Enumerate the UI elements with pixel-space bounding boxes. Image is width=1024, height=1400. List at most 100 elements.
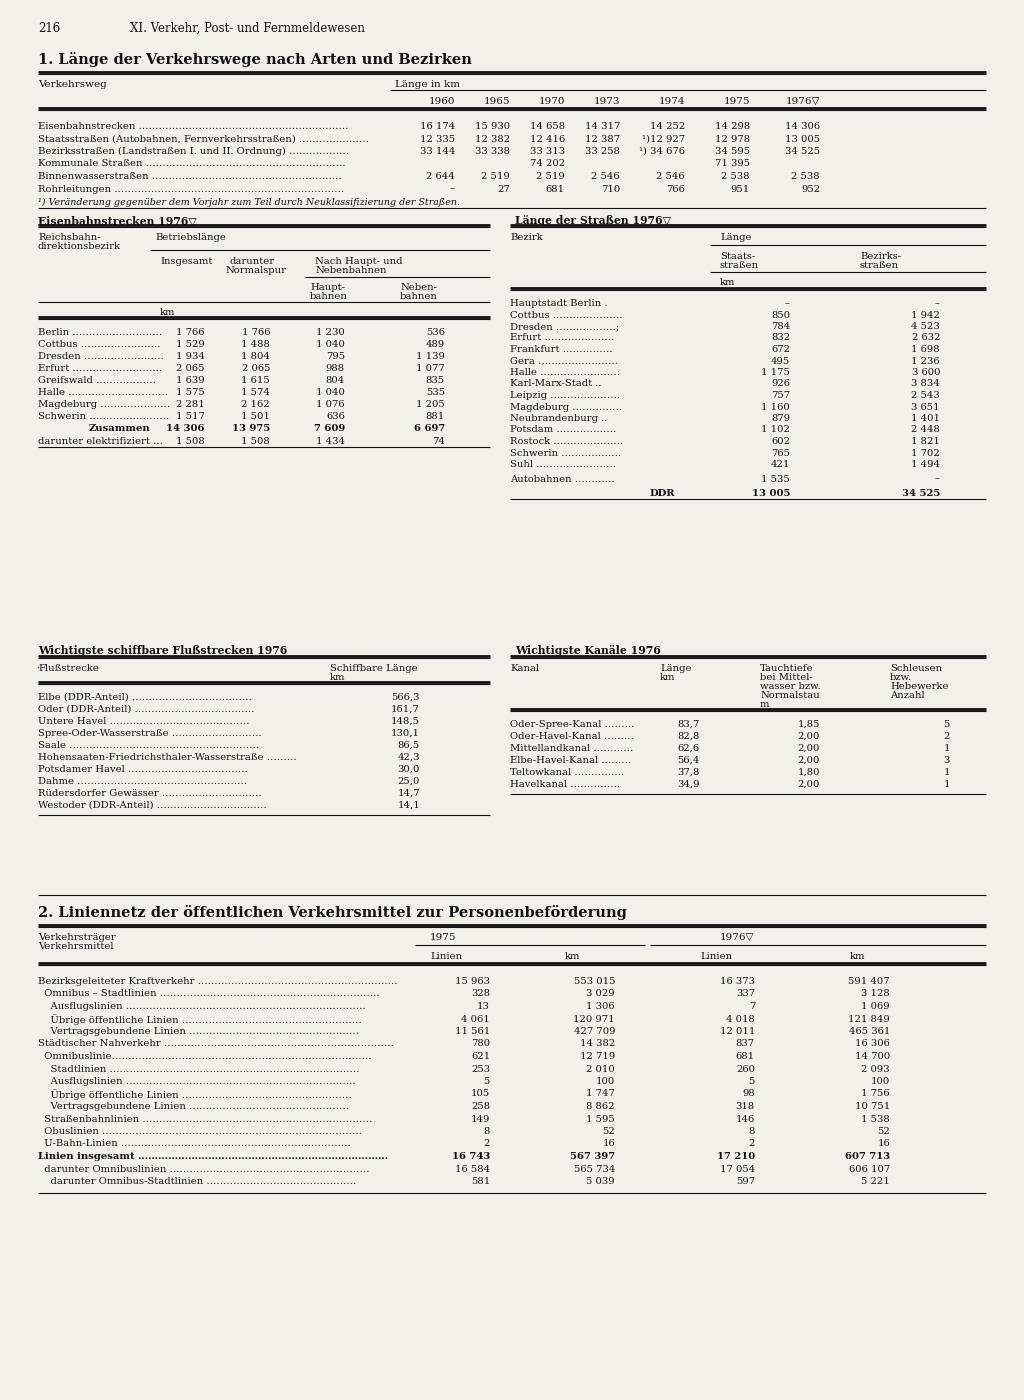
Text: 835: 835 bbox=[426, 377, 445, 385]
Text: Ausflugslinien ………………………………………………………………: Ausflugslinien ……………………………………………………………… bbox=[38, 1002, 366, 1011]
Text: 8 862: 8 862 bbox=[587, 1102, 615, 1112]
Text: Potsdam ………………: Potsdam ……………… bbox=[510, 426, 616, 434]
Text: 804: 804 bbox=[326, 377, 345, 385]
Text: 3 128: 3 128 bbox=[861, 990, 890, 998]
Text: 121 849: 121 849 bbox=[848, 1015, 890, 1023]
Text: 1 766: 1 766 bbox=[242, 328, 270, 337]
Text: darunter Omnibuslinien ……………………………………………………: darunter Omnibuslinien ……………………………………………… bbox=[38, 1165, 370, 1173]
Text: Nebenbahnen: Nebenbahnen bbox=[315, 266, 386, 274]
Text: Bezirksstraßen (Landstraßen I. und II. Ordnung) ………………: Bezirksstraßen (Landstraßen I. und II. O… bbox=[38, 147, 349, 157]
Text: 337: 337 bbox=[736, 990, 755, 998]
Text: 1 535: 1 535 bbox=[761, 475, 790, 483]
Text: 146: 146 bbox=[736, 1114, 755, 1123]
Text: 2 644: 2 644 bbox=[426, 172, 455, 181]
Text: Mittellandkanal …………: Mittellandkanal ………… bbox=[510, 743, 634, 753]
Text: 621: 621 bbox=[471, 1051, 490, 1061]
Text: Halle …………………………: Halle ………………………… bbox=[38, 388, 168, 398]
Text: Zusammen: Zusammen bbox=[88, 424, 150, 433]
Text: 328: 328 bbox=[471, 990, 490, 998]
Text: Greifswald ………………: Greifswald ……………… bbox=[38, 377, 156, 385]
Text: wasser bzw.: wasser bzw. bbox=[760, 682, 820, 692]
Text: 2 538: 2 538 bbox=[721, 172, 750, 181]
Text: 33 144: 33 144 bbox=[420, 147, 455, 155]
Text: 34 525: 34 525 bbox=[784, 147, 820, 155]
Text: 216: 216 bbox=[38, 22, 60, 35]
Text: 12 978: 12 978 bbox=[715, 134, 750, 144]
Text: 130,1: 130,1 bbox=[391, 729, 420, 738]
Text: 765: 765 bbox=[771, 448, 790, 458]
Text: 2: 2 bbox=[483, 1140, 490, 1148]
Text: 2 632: 2 632 bbox=[911, 333, 940, 343]
Text: 8: 8 bbox=[483, 1127, 490, 1135]
Text: 952: 952 bbox=[801, 185, 820, 193]
Text: Omnibus – Stadtlinien …………………………………………………………: Omnibus – Stadtlinien ………………………………………………… bbox=[38, 990, 380, 998]
Text: 16 584: 16 584 bbox=[455, 1165, 490, 1173]
Text: Hebewerke: Hebewerke bbox=[890, 682, 948, 692]
Text: Dresden ……………………: Dresden …………………… bbox=[38, 351, 164, 361]
Text: 681: 681 bbox=[736, 1051, 755, 1061]
Text: Verkehrsmittel: Verkehrsmittel bbox=[38, 942, 114, 951]
Text: Saale …………………………………………………: Saale ………………………………………………… bbox=[38, 741, 259, 750]
Text: Kommunale Straßen ……………………………………………………: Kommunale Straßen …………………………………………………… bbox=[38, 160, 346, 168]
Text: Magdeburg …………………: Magdeburg ………………… bbox=[38, 400, 170, 409]
Text: 566,3: 566,3 bbox=[391, 693, 420, 701]
Text: 591 407: 591 407 bbox=[848, 977, 890, 986]
Text: 2 448: 2 448 bbox=[911, 426, 940, 434]
Text: 1 069: 1 069 bbox=[861, 1002, 890, 1011]
Text: 83,7: 83,7 bbox=[678, 720, 700, 729]
Text: 5: 5 bbox=[483, 1077, 490, 1086]
Text: Omnibuslinie……………………………………………………………………: Omnibuslinie…………………………………………………………………… bbox=[38, 1051, 372, 1061]
Text: 1 615: 1 615 bbox=[242, 377, 270, 385]
Text: 926: 926 bbox=[771, 379, 790, 388]
Text: 2 065: 2 065 bbox=[242, 364, 270, 372]
Text: 14 317: 14 317 bbox=[585, 122, 620, 132]
Text: Schiffbare Länge: Schiffbare Länge bbox=[330, 664, 418, 673]
Text: 837: 837 bbox=[736, 1039, 755, 1049]
Text: Magdeburg ……………: Magdeburg …………… bbox=[510, 403, 623, 412]
Text: Elbe-Havel-Kanal ………: Elbe-Havel-Kanal ……… bbox=[510, 756, 631, 764]
Text: 2,00: 2,00 bbox=[798, 756, 820, 764]
Text: 1 747: 1 747 bbox=[586, 1089, 615, 1099]
Text: 1 639: 1 639 bbox=[176, 377, 205, 385]
Text: 1975: 1975 bbox=[430, 932, 457, 942]
Text: 636: 636 bbox=[326, 412, 345, 421]
Text: bei Mittel-: bei Mittel- bbox=[760, 673, 813, 682]
Text: 14,7: 14,7 bbox=[397, 790, 420, 798]
Text: 602: 602 bbox=[771, 437, 790, 447]
Text: 149: 149 bbox=[471, 1114, 490, 1123]
Text: 536: 536 bbox=[426, 328, 445, 337]
Text: 98: 98 bbox=[742, 1089, 755, 1099]
Text: 13 975: 13 975 bbox=[231, 424, 270, 433]
Text: 832: 832 bbox=[771, 333, 790, 343]
Text: 3 029: 3 029 bbox=[587, 990, 615, 998]
Text: 951: 951 bbox=[731, 185, 750, 193]
Text: 161,7: 161,7 bbox=[391, 706, 420, 714]
Text: 1 575: 1 575 bbox=[176, 388, 205, 398]
Text: 14,1: 14,1 bbox=[397, 801, 420, 811]
Text: 12 382: 12 382 bbox=[475, 134, 510, 144]
Text: 2. Liniennetz der öffentlichen Verkehrsmittel zur Personenbeförderung: 2. Liniennetz der öffentlichen Verkehrsm… bbox=[38, 904, 627, 920]
Text: 100: 100 bbox=[596, 1077, 615, 1086]
Text: 105: 105 bbox=[471, 1089, 490, 1099]
Text: 1 934: 1 934 bbox=[176, 351, 205, 361]
Text: km: km bbox=[160, 308, 175, 316]
Text: Eisenbahnstrecken ………………………………………………………: Eisenbahnstrecken ……………………………………………………… bbox=[38, 122, 348, 132]
Text: Rostock …………………: Rostock ………………… bbox=[510, 437, 624, 447]
Text: Normalspur: Normalspur bbox=[225, 266, 286, 274]
Text: Cottbus …………………: Cottbus ………………… bbox=[510, 311, 623, 319]
Text: Linien: Linien bbox=[430, 952, 462, 960]
Text: 1965: 1965 bbox=[483, 97, 510, 106]
Text: 1 766: 1 766 bbox=[176, 328, 205, 337]
Text: 879: 879 bbox=[771, 414, 790, 423]
Text: Stadtlinien …………………………………………………………………: Stadtlinien ………………………………………………………………… bbox=[38, 1064, 359, 1074]
Text: Erfurt …………………: Erfurt ………………… bbox=[510, 333, 614, 343]
Text: Oder-Havel-Kanal ………: Oder-Havel-Kanal ……… bbox=[510, 732, 634, 741]
Text: Rohrleitungen ……………………………………………………………: Rohrleitungen …………………………………………………………… bbox=[38, 185, 344, 193]
Text: 1 942: 1 942 bbox=[911, 311, 940, 319]
Text: 14 298: 14 298 bbox=[715, 122, 750, 132]
Text: 12 335: 12 335 bbox=[420, 134, 455, 144]
Text: 780: 780 bbox=[471, 1039, 490, 1049]
Text: 16: 16 bbox=[602, 1140, 615, 1148]
Text: Hauptstadt Berlin .: Hauptstadt Berlin . bbox=[510, 300, 607, 308]
Text: 597: 597 bbox=[736, 1177, 755, 1186]
